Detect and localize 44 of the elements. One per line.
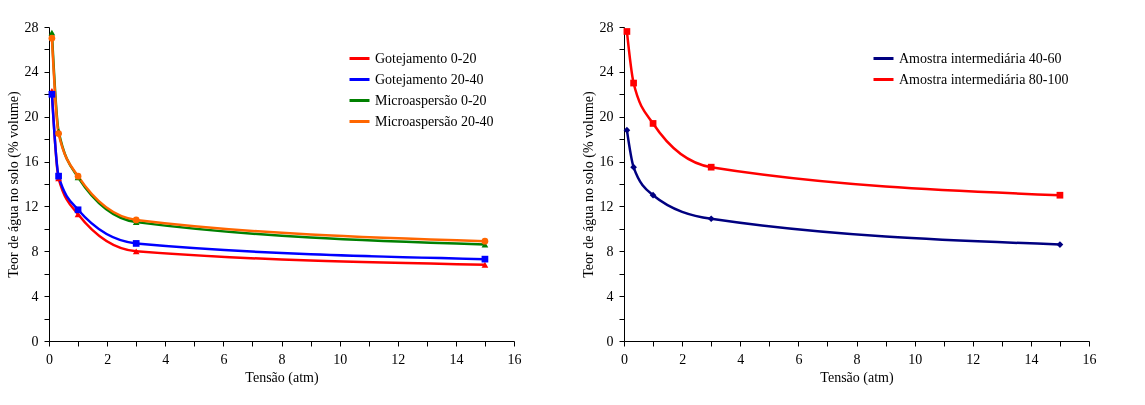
y-tick-label: 20: [24, 109, 39, 125]
x-tick-label: 10: [908, 351, 923, 367]
y-tick-label: 24: [599, 64, 614, 80]
y-tick-label: 28: [599, 19, 614, 35]
legend-label: Amostra intermediária 80-100: [899, 71, 1069, 87]
x-tick-label: 12: [966, 351, 981, 367]
x-tick-label: 16: [507, 351, 522, 367]
x-tick-label: 12: [391, 351, 406, 367]
x-tick-label: 4: [162, 351, 170, 367]
x-tick-label: 6: [795, 351, 803, 367]
y-tick-label: 16: [599, 154, 614, 170]
legend-label: Microaspersão 0-20: [375, 92, 487, 108]
x-tick-label: 16: [1082, 351, 1097, 367]
x-tick-label: 8: [853, 351, 861, 367]
x-tick-label: 6: [220, 351, 228, 367]
y-tick-label: 8: [31, 243, 39, 259]
x-axis-title: Tensão (atm): [820, 369, 894, 386]
y-tick-label: 16: [24, 154, 39, 170]
x-tick-label: 10: [333, 351, 348, 367]
y-tick-label: 28: [24, 19, 39, 35]
y-axis-title: Teor de água no solo (% volume): [5, 90, 22, 278]
legend-label: Amostra intermediária 40-60: [899, 50, 1062, 66]
y-tick-label: 12: [599, 198, 614, 214]
legend-label: Gotejamento 0-20: [375, 50, 477, 66]
x-tick-label: 14: [449, 351, 464, 367]
x-tick-label: 2: [104, 351, 112, 367]
y-tick-label: 12: [24, 198, 39, 214]
x-tick-label: 14: [1024, 351, 1039, 367]
x-tick-label: 4: [737, 351, 745, 367]
y-tick-label: 4: [31, 288, 39, 304]
x-axis-title: Tensão (atm): [245, 369, 319, 386]
x-tick-label: 0: [46, 351, 53, 367]
y-tick-label: 4: [606, 288, 614, 304]
y-tick-label: 24: [24, 64, 39, 80]
legend-label: Gotejamento 20-40: [375, 71, 484, 87]
x-tick-label: 2: [679, 351, 687, 367]
y-tick-label: 0: [31, 333, 39, 349]
x-tick-label: 0: [621, 351, 628, 367]
legend-label: Microaspersão 20-40: [375, 113, 494, 129]
y-tick-label: 8: [606, 243, 614, 259]
x-tick-label: 8: [278, 351, 286, 367]
y-tick-label: 20: [599, 109, 614, 125]
y-axis-title: Teor de água no solo (% volume): [580, 90, 597, 278]
y-tick-label: 0: [606, 333, 614, 349]
